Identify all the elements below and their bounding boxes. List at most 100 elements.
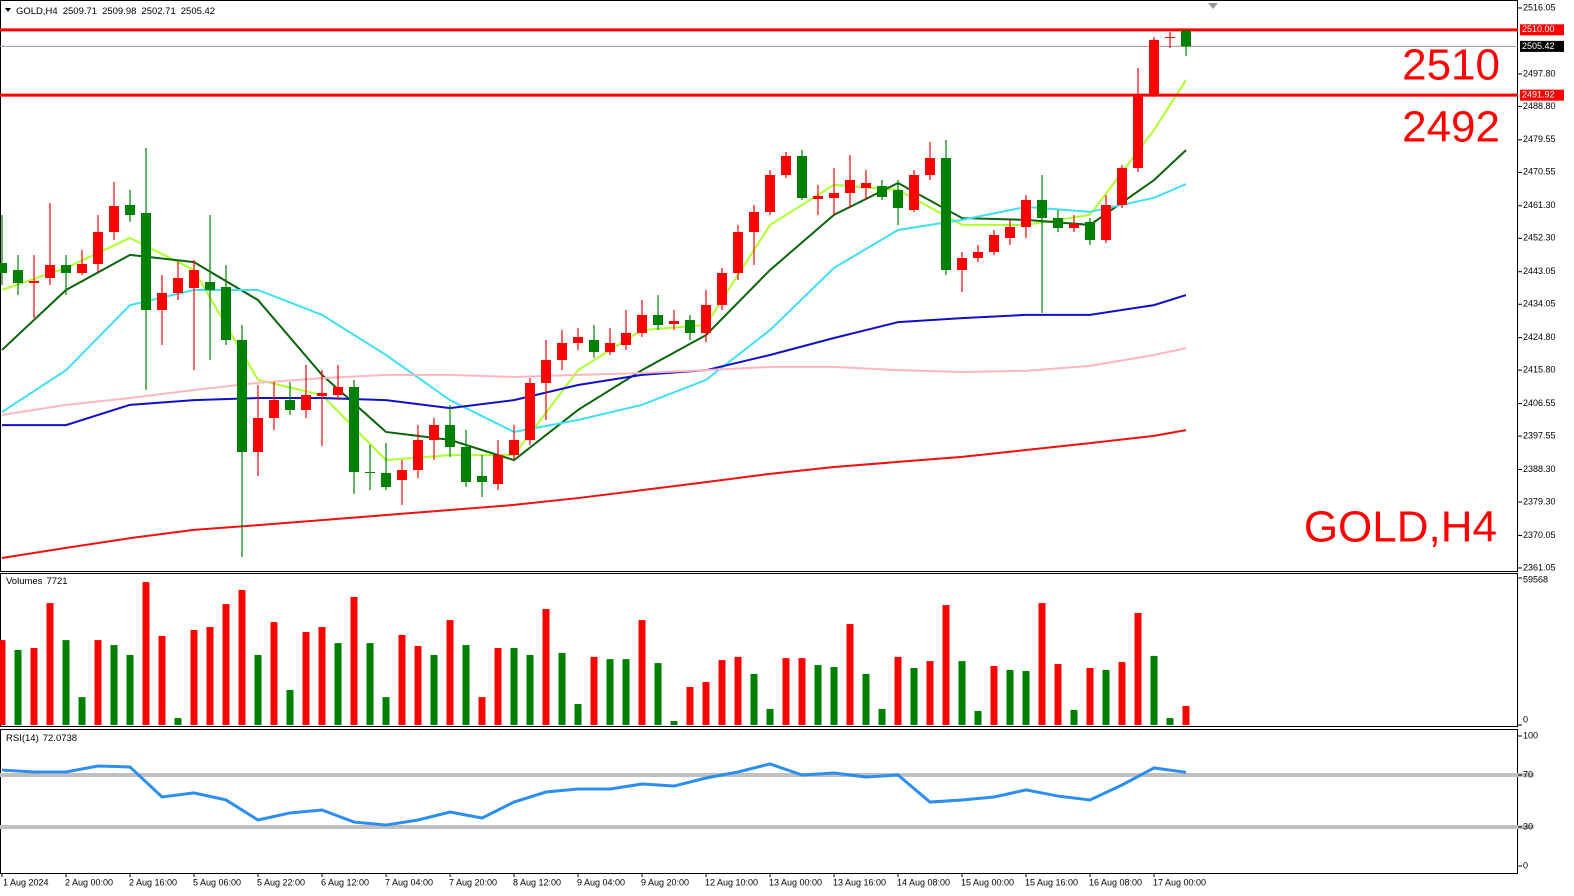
volume-bar [190,629,198,725]
volume-bar [1038,603,1046,725]
candle-body [269,400,279,418]
candle-body [0,263,7,274]
candle-body [157,292,167,311]
volume-bar [1054,664,1062,725]
candle-body [925,157,935,176]
candle-body [253,417,263,452]
rsi-line [1,762,1187,827]
y-tick-label: 100 [1523,730,1538,740]
volume-bar [302,631,310,725]
candle-body [125,204,135,215]
volume-bar [398,634,406,725]
annotation: 2492 [1402,103,1500,152]
volume-bar [590,656,598,725]
volume-bar [286,689,294,725]
rsi-panel [0,729,1518,874]
candle-body [1037,200,1047,218]
volume-bar [1118,662,1126,725]
price-label: 2505.42 [1522,41,1555,51]
menu-arrow [5,8,11,12]
volume-bar [734,656,742,725]
rsi-name: RSI(14) [6,733,39,744]
candle-body [733,232,743,274]
y-tick-label: 2461.30 [1523,200,1556,210]
volume-bar [510,648,518,725]
moving-average [1,149,1187,462]
candle-body [189,270,199,289]
volume-bar [542,609,550,725]
volume-bar [990,666,998,725]
candle-body [877,185,887,198]
volume-bar [862,673,870,725]
y-tick-label: 2388.30 [1523,464,1556,474]
volume-bar [958,661,966,725]
volume-bar [334,643,342,725]
candle-body [893,189,903,208]
candle-body [301,395,311,411]
annotation: GOLD,H4 [1304,503,1497,552]
annotation: 2510 [1402,41,1500,90]
candle-body [445,425,455,448]
candle-body [429,425,439,441]
y-tick-label: 2479.55 [1523,134,1556,144]
level-label-box [1520,24,1564,36]
y-tick-label: 0 [1523,714,1528,724]
y-tick-label: 2397.55 [1523,430,1556,440]
candle-body [909,175,919,211]
volume-bar [750,673,758,725]
volume-bar [174,718,182,725]
volume-bar [206,627,214,725]
candle-body [173,278,183,293]
volume-bar [814,665,822,725]
price-label-box [1520,40,1564,52]
y-tick-label: 2443.05 [1523,266,1556,276]
x-tick-label: 7 Aug 20:00 [449,877,497,887]
volume-bar [894,656,902,725]
candle-body [557,342,567,361]
y-tick-label: 2452.30 [1523,233,1556,243]
volume-bar [526,654,534,725]
high-value: 2509.98 [102,6,136,17]
volume-bar [830,667,838,725]
volume-bar [1022,670,1030,725]
moving-average [1,183,1187,433]
y-tick-label: 2379.30 [1523,496,1556,506]
volume-bar [222,604,230,725]
y-tick-label: 2497.80 [1523,68,1556,78]
moving-average [1,347,1187,416]
candle-body [461,447,471,483]
candle-body [701,304,711,333]
volume-bar [1182,705,1190,725]
y-tick-label: 2415.80 [1523,365,1556,375]
candle-body [765,175,775,212]
x-tick-label: 2 Aug 00:00 [65,877,113,887]
candle-body [605,342,615,352]
volume-bar [782,658,790,725]
volume-bar [558,652,566,725]
y-tick-label: 59568 [1523,574,1548,584]
candle-body [637,314,647,333]
candle-body [77,264,87,274]
y-tick-label: 2370.05 [1523,530,1556,540]
y-tick-label: 2424.80 [1523,332,1556,342]
rsi-title: RSI(14) 72.0738 [6,733,77,744]
volume-bar [606,659,614,725]
candle-body [349,387,359,473]
candle-body [957,257,967,271]
x-tick-label: 5 Aug 22:00 [257,877,305,887]
volume-bar [910,667,918,725]
moving-average [2,294,1187,427]
volume-bar [1166,718,1174,725]
candle-body [1069,223,1079,229]
candle-body [941,157,951,271]
y-tick-label: 2470.55 [1523,167,1556,177]
open-value: 2509.71 [63,6,97,17]
volume-bar [878,708,886,725]
candle-body [509,440,519,455]
volume-bar [622,659,630,725]
candle-body [829,192,839,199]
volume-bar [942,605,950,725]
